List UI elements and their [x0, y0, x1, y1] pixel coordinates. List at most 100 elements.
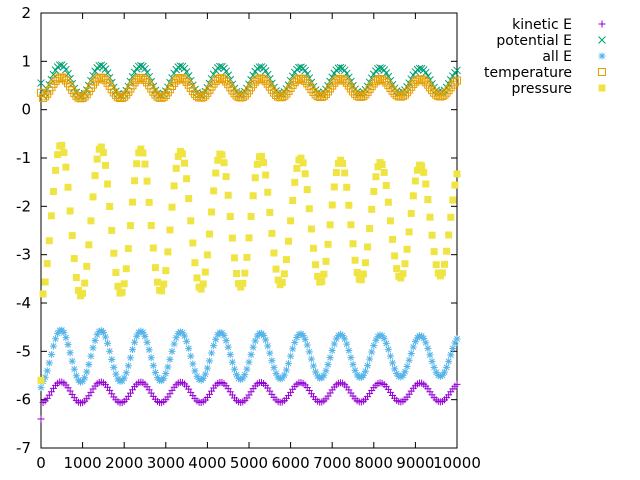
data-point: [161, 90, 170, 99]
series-temperature: [37, 73, 461, 103]
data-point: [257, 152, 265, 160]
data-point: [364, 243, 372, 251]
data-point: [110, 249, 118, 257]
data-point: [249, 192, 257, 200]
data-point: [303, 186, 311, 194]
data-point: [87, 217, 95, 225]
data-point: [126, 354, 134, 362]
data-point: [224, 191, 232, 199]
data-point: [230, 254, 238, 262]
data-point: [332, 335, 340, 343]
data-point: [301, 66, 310, 75]
data-point: [118, 288, 126, 296]
data-point: [74, 286, 82, 294]
legend-marker: [598, 52, 606, 60]
data-point: [370, 342, 378, 350]
series-kinetic-e: [37, 378, 461, 423]
data-point: [195, 375, 203, 383]
data-point: [158, 287, 166, 295]
data-point: [436, 372, 444, 380]
data-point: [282, 366, 290, 374]
data-point: [424, 344, 432, 352]
data-point: [311, 90, 320, 99]
data-point: [122, 265, 130, 273]
data-point: [305, 205, 313, 213]
data-point: [341, 335, 349, 343]
data-point: [47, 350, 55, 358]
data-point: [321, 89, 330, 98]
data-point: [49, 79, 58, 88]
x-tick-label: 9000: [396, 454, 434, 472]
data-point: [226, 212, 234, 220]
data-point: [191, 367, 199, 375]
data-point: [441, 260, 449, 268]
data-point: [189, 239, 197, 247]
data-point: [79, 377, 87, 385]
data-point: [193, 274, 201, 282]
data-point: [309, 244, 317, 252]
data-point: [330, 340, 338, 348]
data-point: [218, 151, 226, 159]
data-point: [183, 175, 191, 183]
data-point: [426, 351, 434, 359]
data-point: [247, 213, 255, 221]
data-point: [438, 269, 446, 277]
data-point: [168, 203, 176, 211]
data-point: [183, 337, 191, 345]
data-point: [421, 78, 430, 87]
data-point: [162, 370, 170, 378]
data-point: [176, 62, 185, 70]
data-point: [405, 85, 414, 94]
data-point: [451, 339, 459, 347]
data-point: [405, 356, 413, 364]
data-point: [282, 256, 290, 264]
data-point: [423, 80, 432, 89]
data-point: [324, 240, 332, 248]
data-point: [318, 277, 326, 285]
data-point: [191, 259, 199, 267]
data-point: [307, 225, 315, 233]
y-tick-label: -4: [16, 294, 31, 312]
data-point: [222, 173, 230, 181]
data-point: [372, 173, 380, 181]
data-point: [45, 359, 53, 367]
data-point: [174, 74, 183, 83]
data-point: [181, 332, 189, 340]
data-point: [443, 247, 451, 255]
data-point: [251, 174, 259, 182]
data-point: [170, 78, 179, 87]
data-point: [361, 367, 369, 375]
data-point: [366, 225, 374, 233]
data-point: [440, 90, 449, 99]
data-point: [299, 159, 307, 167]
data-point: [320, 270, 328, 278]
data-point: [208, 208, 216, 216]
data-point: [182, 77, 191, 86]
x-tick-label: 7000: [313, 454, 351, 472]
data-point: [282, 89, 291, 98]
data-point: [349, 87, 357, 96]
data-point: [52, 166, 60, 174]
data-point: [133, 332, 141, 340]
data-point: [70, 89, 79, 98]
data-point: [232, 91, 241, 100]
data-point: [201, 91, 210, 100]
data-point: [139, 329, 147, 337]
data-point: [420, 334, 428, 342]
y-tick-label: -5: [16, 342, 31, 360]
data-point: [395, 372, 403, 380]
data-point: [87, 352, 95, 360]
data-point: [143, 338, 151, 346]
data-point: [446, 83, 455, 92]
data-point: [99, 74, 108, 83]
data-point: [131, 177, 139, 185]
data-point: [178, 329, 186, 337]
data-point: [280, 270, 288, 278]
data-point: [397, 274, 405, 282]
data-point: [174, 152, 182, 160]
data-point: [384, 345, 392, 353]
data-point: [434, 371, 442, 379]
data-point: [160, 374, 168, 382]
data-point: [274, 92, 283, 101]
data-point: [409, 343, 417, 351]
